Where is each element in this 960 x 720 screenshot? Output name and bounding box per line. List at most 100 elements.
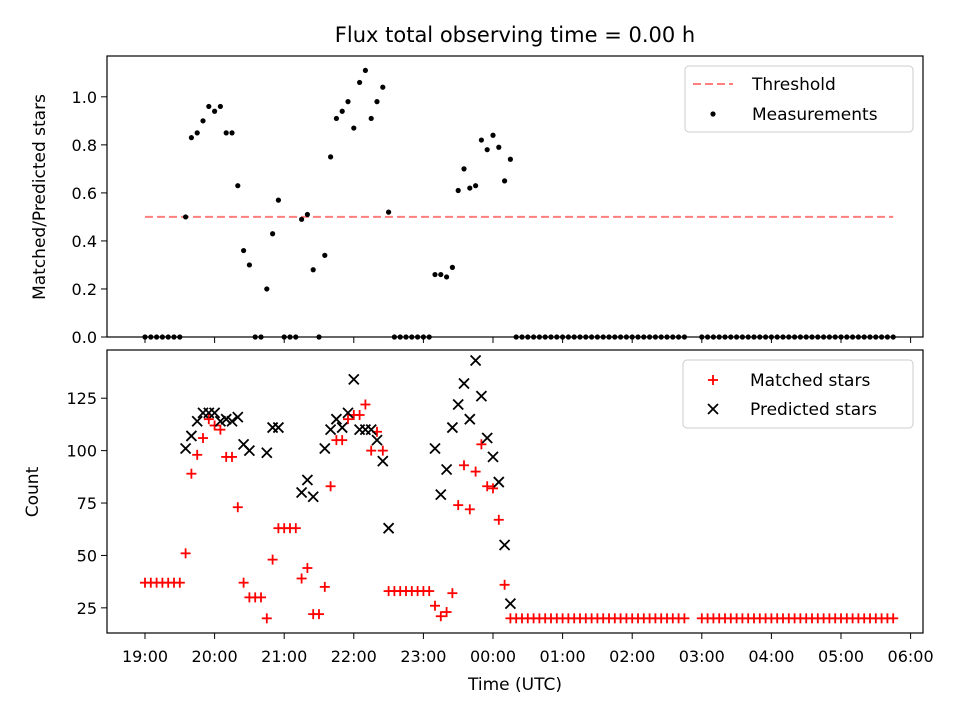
count-plot-frame — [106, 349, 924, 634]
matched-star-point — [209, 420, 220, 431]
matched-star-point — [441, 607, 452, 618]
measurement-point — [241, 247, 247, 254]
predicted-star-point — [272, 421, 285, 434]
y-tick-label: 0.0 — [72, 328, 97, 347]
matched-star-point — [290, 523, 301, 534]
matched-star-point — [198, 433, 208, 444]
matched-star-point — [377, 445, 388, 456]
matched-star-point — [180, 548, 191, 559]
legend-measurement-label: Measurements — [752, 105, 878, 125]
measurement-point — [264, 286, 270, 292]
y-tick-label: 0.8 — [72, 136, 97, 155]
count-y-axis-label: Count — [23, 466, 43, 517]
measurement-point — [212, 108, 218, 114]
y-tick-label: 0.6 — [72, 184, 97, 203]
measurement-point — [229, 130, 235, 136]
measurement-point — [310, 267, 316, 273]
chart-title: Flux total observing time = 0.00 h — [335, 23, 695, 47]
predicted-star-point — [226, 415, 238, 427]
legend-predicted-label: Predicted stars — [750, 400, 877, 420]
measurement-point — [351, 125, 357, 131]
predicted-star-point — [365, 424, 377, 436]
matched-star-point — [366, 445, 377, 456]
matched-star-point — [192, 449, 203, 460]
predicted-star-point — [191, 415, 203, 427]
predicted-star-point — [307, 491, 319, 503]
measurement-point — [235, 183, 241, 189]
measurement-point — [217, 103, 223, 110]
predicted-star-point — [435, 489, 447, 501]
measurement-point — [333, 115, 339, 122]
predicted-star-point — [458, 377, 470, 390]
predicted-star-point — [504, 598, 517, 610]
matched-star-point — [424, 586, 435, 597]
x-tick-label: 02:00 — [609, 647, 655, 666]
y-tick-label: 125 — [66, 389, 97, 408]
matched-star-point — [435, 611, 446, 622]
measurement-point — [467, 185, 473, 191]
x-tick-label: 22:00 — [331, 647, 377, 666]
matched-star-point — [499, 579, 510, 590]
matched-star-point — [186, 468, 197, 479]
legend-box — [684, 65, 914, 133]
measurement-point — [339, 108, 345, 114]
ratio-x-ticks — [144, 337, 912, 343]
matched-star-point — [360, 399, 371, 410]
y-tick-label: 75 — [77, 494, 97, 513]
x-axis-label: Time (UTC) — [467, 675, 562, 695]
predicted-star-point — [179, 442, 192, 455]
matched-star-point — [319, 581, 330, 592]
matched-star-point — [296, 573, 307, 584]
measurement-point — [386, 209, 392, 215]
measurement-point — [502, 178, 508, 184]
measurement-point — [270, 231, 276, 237]
matched-star-point — [227, 451, 237, 462]
matched-star-point — [267, 554, 278, 565]
measurement-point — [328, 154, 334, 160]
y-tick-label: 0.2 — [72, 280, 97, 299]
predicted-star-point — [243, 444, 256, 457]
count-y-ticks: 25 50 75 100 125 — [66, 389, 107, 618]
predicted-star-point — [377, 455, 389, 467]
count-x-ticks: 19:00 20:00 21:00 22:00 23:00 00:00 01:00 02:00… — [122, 633, 934, 666]
measurement-point — [432, 271, 438, 278]
predicted-star-point — [261, 447, 273, 459]
predicted-star-point — [336, 421, 348, 434]
matched-star-point — [325, 481, 336, 492]
matched-star-point — [488, 483, 498, 494]
matched-star-point — [464, 504, 475, 515]
measurement-point — [438, 271, 444, 278]
legend-measurement-swatch — [710, 111, 716, 117]
x-tick-label: 05:00 — [818, 647, 864, 666]
matched-star-point — [232, 502, 243, 513]
measurement-point — [246, 262, 252, 268]
matched-star-point — [238, 577, 249, 588]
x-tick-label: 19:00 — [122, 647, 168, 666]
predicted-star-point — [185, 430, 198, 442]
matched-star-point — [174, 577, 185, 588]
measurement-point — [484, 147, 490, 153]
matched-star-point — [493, 514, 504, 525]
matched-star-point — [261, 613, 272, 624]
y-tick-label: 100 — [66, 442, 97, 461]
measurement-point — [194, 130, 200, 136]
matched-star-point — [482, 481, 493, 492]
x-tick-label: 03:00 — [679, 647, 725, 666]
x-tick-label: 20:00 — [192, 647, 238, 666]
matched-star-point — [256, 592, 266, 603]
measurement-point — [444, 274, 450, 280]
measurement-point — [368, 115, 374, 122]
matched-star-point — [343, 414, 353, 425]
matched-star-point — [215, 424, 226, 435]
measurement-point — [206, 103, 212, 110]
measurement-point — [473, 183, 479, 189]
predicted-star-point — [382, 522, 395, 534]
measurement-point — [507, 156, 513, 162]
measurement-point — [200, 118, 206, 124]
ratio-y-ticks: 0.0 0.2 0.4 0.6 0.8 1.0 — [72, 88, 107, 347]
predicted-star-point — [208, 407, 221, 419]
measurement-point — [461, 166, 467, 172]
predicted-star-point — [371, 434, 383, 446]
matched-star-point — [337, 435, 348, 446]
